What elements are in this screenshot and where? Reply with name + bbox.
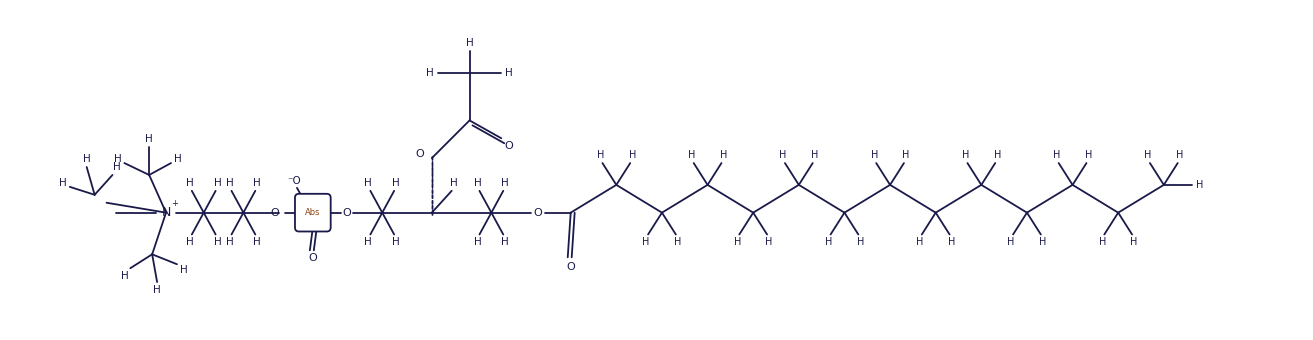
Text: H: H <box>186 178 194 188</box>
Text: H: H <box>502 178 509 188</box>
Text: H: H <box>474 178 482 188</box>
Text: ⁻O: ⁻O <box>288 176 301 186</box>
Text: H: H <box>365 237 373 248</box>
FancyBboxPatch shape <box>295 194 331 232</box>
Text: H: H <box>1085 150 1092 160</box>
Text: H: H <box>393 178 400 188</box>
Text: H: H <box>720 150 727 160</box>
Text: O: O <box>343 208 351 218</box>
Text: H: H <box>916 237 923 248</box>
Text: H: H <box>175 154 181 164</box>
Text: H: H <box>121 271 129 281</box>
Text: N: N <box>161 206 171 219</box>
Text: H: H <box>1053 150 1061 160</box>
Text: H: H <box>1099 237 1106 248</box>
Text: H: H <box>154 285 161 295</box>
Text: H: H <box>871 150 878 160</box>
Text: H: H <box>948 237 956 248</box>
Text: H: H <box>1144 150 1152 160</box>
Text: H: H <box>226 178 234 188</box>
Text: H: H <box>506 68 513 78</box>
Text: H: H <box>902 150 910 160</box>
Text: H: H <box>1130 237 1138 248</box>
Text: H: H <box>214 237 222 248</box>
Text: H: H <box>994 150 1001 160</box>
Text: H: H <box>83 154 91 164</box>
Text: H: H <box>1176 150 1183 160</box>
Text: H: H <box>474 237 482 248</box>
Text: O: O <box>566 262 575 272</box>
Text: H: H <box>780 150 786 160</box>
Text: H: H <box>688 150 696 160</box>
Text: H: H <box>253 237 261 248</box>
Text: H: H <box>765 237 773 248</box>
Text: H: H <box>734 237 741 248</box>
Text: H: H <box>1007 237 1015 248</box>
Text: H: H <box>502 237 509 248</box>
Text: H: H <box>1196 180 1203 190</box>
Text: O: O <box>415 149 424 159</box>
Text: H: H <box>365 178 373 188</box>
Text: H: H <box>961 150 969 160</box>
Text: H: H <box>856 237 864 248</box>
Text: Abs: Abs <box>305 208 320 217</box>
Text: H: H <box>825 237 832 248</box>
Text: H: H <box>811 150 818 160</box>
Text: H: H <box>59 178 67 188</box>
Text: H: H <box>253 178 261 188</box>
Text: H: H <box>642 237 650 248</box>
Text: H: H <box>113 162 121 172</box>
Text: H: H <box>393 237 400 248</box>
Text: O: O <box>270 208 280 218</box>
Text: O: O <box>309 253 318 263</box>
Text: H: H <box>186 237 194 248</box>
Text: H: H <box>113 154 121 164</box>
Text: H: H <box>214 178 222 188</box>
Text: H: H <box>674 237 681 248</box>
Text: H: H <box>597 150 604 160</box>
Text: H: H <box>425 68 433 78</box>
Text: H: H <box>450 178 457 188</box>
Text: H: H <box>146 134 154 144</box>
Text: H: H <box>226 237 234 248</box>
Text: O: O <box>533 208 542 218</box>
Text: H: H <box>629 150 635 160</box>
Text: O: O <box>504 141 513 151</box>
Text: H: H <box>180 265 188 275</box>
Text: H: H <box>466 38 474 48</box>
Text: H: H <box>1039 237 1046 248</box>
Text: +: + <box>172 199 179 208</box>
